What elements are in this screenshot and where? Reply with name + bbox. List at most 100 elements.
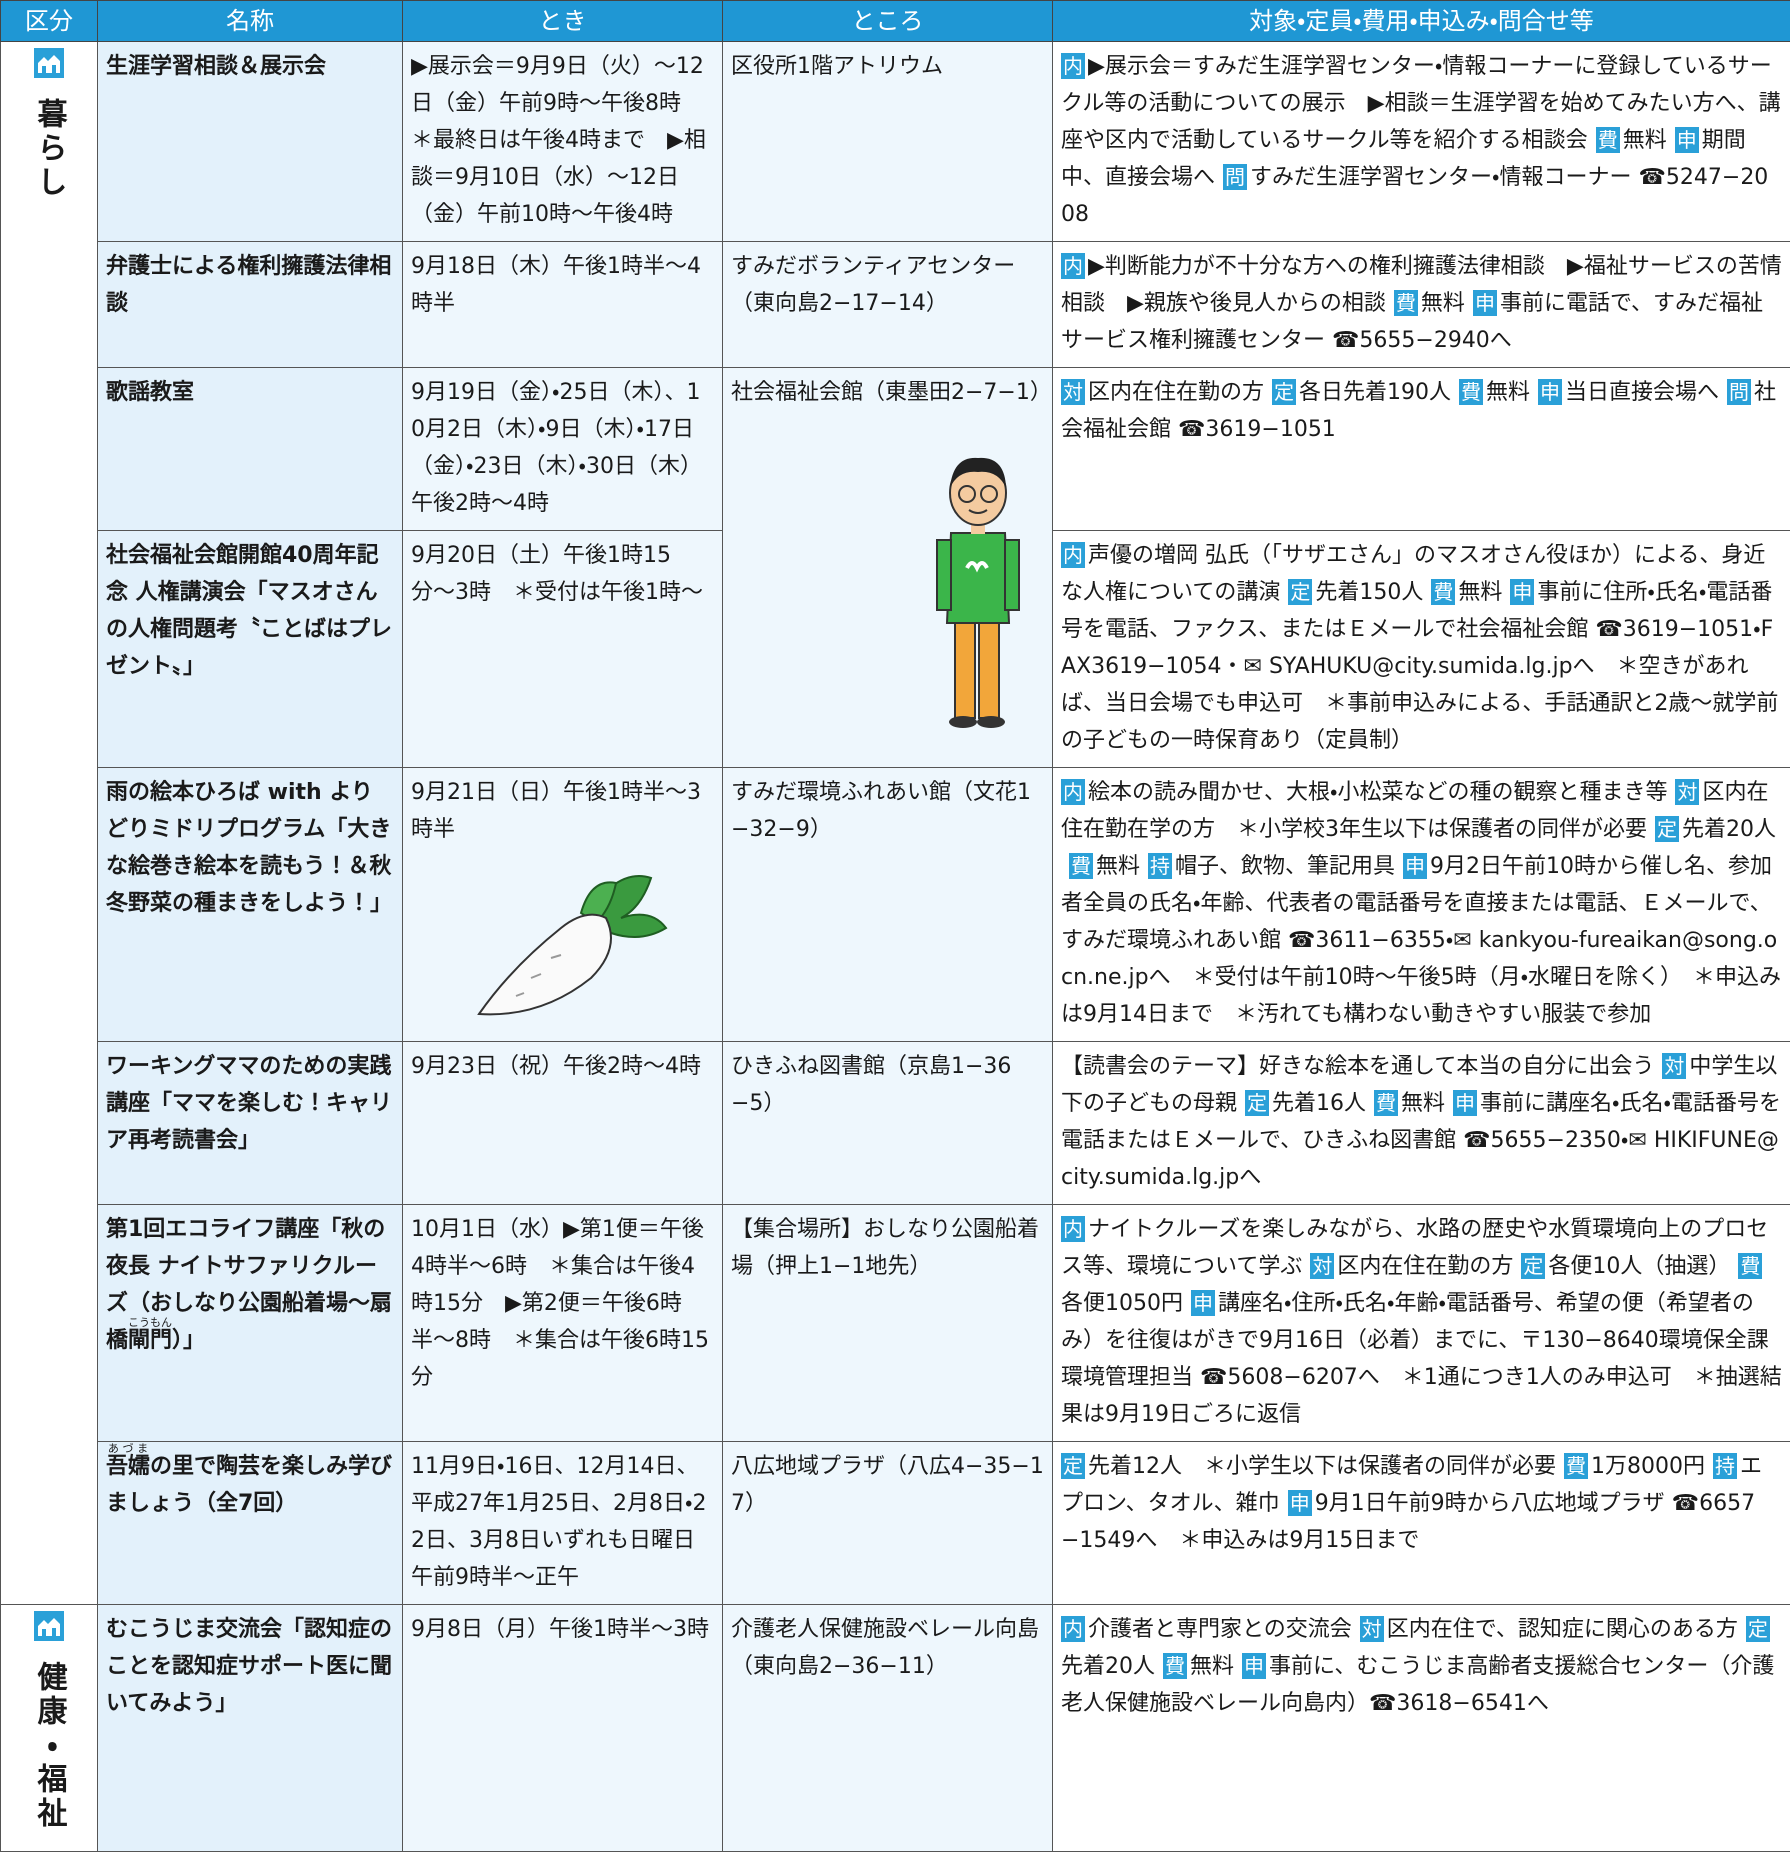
info-badge: 対 (1360, 1616, 1384, 1642)
detail-text: 先着12人 ＊小学生以下は保護者の同伴が必要 (1088, 1454, 1556, 1479)
info-badge: 対 (1662, 1053, 1686, 1079)
event-details: 内ナイトクルーズを楽しみながら、水路の歴史や水質環境向上のプロセス等、環境につい… (1053, 1205, 1790, 1442)
info-badge: 費 (1394, 290, 1418, 316)
detail-text: 介護者と専門家との交流会 (1088, 1617, 1352, 1642)
ruby-text: 閘門こうもん (128, 1328, 172, 1353)
category-label: 暮らし (31, 98, 68, 200)
info-badge: 問 (1727, 379, 1751, 405)
info-badge: 問 (1223, 164, 1247, 190)
event-row: 第1回エコライフ講座「秋の夜長 ナイトサファリクルーズ（おしなり公園船着場〜扇橋… (1, 1205, 1790, 1442)
detail-text: 無料 (1421, 291, 1465, 316)
name-part: 生涯学習相談＆展示会 (106, 54, 326, 79)
event-place: 社会福祉会館（東墨田2−7−1） (723, 368, 1053, 768)
place-text: 八広地域プラザ（八広4−35−17） (731, 1454, 1044, 1516)
detail-text: 帽子、飲物、筆記用具 (1175, 854, 1395, 879)
info-badge: 対 (1310, 1253, 1334, 1279)
info-badge: 定 (1272, 379, 1296, 405)
date-text: 9月21日（日）午後1時半〜3時半 (411, 780, 701, 842)
event-name: 吾嬬あづまの里で陶芸を楽しみ学びましょう（全7回） (98, 1442, 403, 1605)
info-badge: 定 (1521, 1253, 1545, 1279)
info-badge: 申 (1473, 290, 1497, 316)
detail-text: 1万8000円 (1591, 1454, 1705, 1479)
category-icon (34, 48, 64, 78)
event-date: 9月19日（金）・25日（木）、10月2日（木）・9日（木）・17日（金）・23… (403, 368, 723, 531)
info-badge: 費 (1163, 1653, 1187, 1679)
furigana: こうもん (128, 1316, 172, 1329)
column-header: 対象・定員・費用・申込み・問合せ等 (1053, 1, 1790, 42)
info-badge: 費 (1596, 127, 1620, 153)
event-date: 10月1日（水）▶第1便＝午後4時半〜6時 ＊集合は午後4時15分 ▶第2便＝午… (403, 1205, 723, 1442)
date-text: 10月1日（水）▶第1便＝午後4時半〜6時 ＊集合は午後4時15分 ▶第2便＝午… (411, 1217, 709, 1390)
info-badge: 内 (1061, 1616, 1085, 1642)
info-badge: 定 (1746, 1616, 1770, 1642)
name-part: 社会福祉会館開館40周年記念 人権講演会「マスオさんの人権問題考〝ことばはプレゼ… (106, 543, 392, 679)
date-text: 9月18日（木）午後1時半〜4時半 (411, 254, 701, 316)
category-cell: 健康・福祉 (1, 1605, 98, 1852)
info-badge: 費 (1431, 579, 1455, 605)
detail-text: 【読書会のテーマ】好きな絵本を通して本当の自分に出会う (1061, 1054, 1654, 1079)
place-text: 介護老人保健施設ベレール向島（東向島2−36−11） (731, 1617, 1039, 1679)
name-part: 雨の絵本ひろば with よりどりミドリプログラム「大きな絵巻き絵本を読もう！＆… (106, 780, 392, 916)
event-details: 内介護者と専門家との交流会対区内在住で、認知症に関心のある方定先着20人費無料申… (1053, 1605, 1790, 1852)
detail-text: 事前に住所・氏名・電話番号を電話、ファクス、またはＥメールで社会福祉会館 ☎36… (1061, 580, 1778, 753)
name-part: 歌謡教室 (106, 380, 194, 405)
event-date: 9月21日（日）午後1時半〜3時半 (403, 768, 723, 1042)
detail-text: 区内在住在勤の方 (1088, 380, 1264, 405)
event-name: 弁護士による権利擁護法律相談 (98, 242, 403, 368)
event-place: すみだ環境ふれあい館（文花1−32−9） (723, 768, 1053, 1042)
place-text: すみだボランティアセンター（東向島2−17−14） (731, 254, 1015, 316)
detail-text: 先着20人 (1061, 1654, 1155, 1679)
info-badge: 定 (1288, 579, 1312, 605)
date-text: 11月9日・16日、12月14日、平成27年1月25日、2月8日・22日、3月8… (411, 1454, 706, 1590)
info-badge: 内 (1061, 779, 1085, 805)
category-label: 健康・福祉 (31, 1661, 68, 1831)
detail-text: 無料 (1190, 1654, 1234, 1679)
event-place: ひきふね図書館（京島1−36−5） (723, 1042, 1053, 1205)
event-details: 内声優の増岡 弘氏（「サザエさん」のマスオさん役ほか）による、身近な人権について… (1053, 531, 1790, 768)
table-body: 暮らし 生涯学習相談＆展示会 ▶展示会＝9月9日（火）〜12日（金）午前9時〜午後8… (1, 42, 1790, 1852)
event-row: ワーキングママのための実践講座「ママを楽しむ！キャリア再考読書会」 9月23日（祝… (1, 1042, 1790, 1205)
name-part: むこうじま交流会「認知症のことを認知症サポート医に聞いてみよう」 (106, 1617, 392, 1716)
place-text: 社会福祉会館（東墨田2−7−1） (731, 380, 1052, 405)
speaker-illustration (923, 448, 1033, 733)
category-icon (34, 1611, 64, 1641)
detail-text: 絵本の読み聞かせ、大根・小松菜などの種の観察と種まき等 (1088, 780, 1667, 805)
date-text: 9月8日（月）午後1時半〜3時 (411, 1617, 709, 1642)
event-details: 対区内在住在勤の方定各日先着190人費無料申当日直接会場へ問社会福祉会館 ☎36… (1053, 368, 1790, 531)
info-badge: 申 (1675, 127, 1699, 153)
detail-text: 区内在住在勤の方 (1337, 1254, 1513, 1279)
event-date: 9月18日（木）午後1時半〜4時半 (403, 242, 723, 368)
detail-text: 先着16人 (1272, 1091, 1366, 1116)
event-date: 9月23日（祝）午後2時〜4時 (403, 1042, 723, 1205)
event-place: 区役所1階アトリウム (723, 42, 1053, 242)
place-text: 区役所1階アトリウム (731, 54, 943, 79)
date-text: 9月23日（祝）午後2時〜4時 (411, 1054, 701, 1079)
info-badge: 申 (1510, 579, 1534, 605)
event-name: 生涯学習相談＆展示会 (98, 42, 403, 242)
column-header: ところ (723, 1, 1053, 42)
category-cell: 暮らし (1, 42, 98, 1605)
event-details: 【読書会のテーマ】好きな絵本を通して本当の自分に出会う対中学生以下の子どもの母親… (1053, 1042, 1790, 1205)
name-part: ワーキングママのための実践講座「ママを楽しむ！キャリア再考読書会」 (106, 1054, 392, 1153)
info-badge: 内 (1061, 1216, 1085, 1242)
event-details: 内▶展示会＝すみだ生涯学習センター・情報コーナーに登録しているサークル等の活動に… (1053, 42, 1790, 242)
event-row: 健康・福祉 むこうじま交流会「認知症のことを認知症サポート医に聞いてみよう」 9月8… (1, 1605, 1790, 1852)
column-header: とき (403, 1, 723, 42)
event-place: 八広地域プラザ（八広4−35−17） (723, 1442, 1053, 1605)
date-text: 9月20日（土）午後1時15分〜3時 ＊受付は午後1時〜 (411, 543, 703, 605)
info-badge: 申 (1288, 1490, 1312, 1516)
column-header: 名称 (98, 1, 403, 42)
info-badge: 内 (1061, 542, 1085, 568)
event-details: 内▶判断能力が不十分な方への権利擁護法律相談 ▶福祉サービスの苦情相談 ▶親族や… (1053, 242, 1790, 368)
furigana: あづま (106, 1442, 150, 1455)
date-text: 9月19日（金）・25日（木）、10月2日（木）・9日（木）・17日（金）・23… (411, 380, 702, 516)
detail-text: 区内在住で、認知症に関心のある方 (1387, 1617, 1738, 1642)
event-date: ▶展示会＝9月9日（火）〜12日（金）午前9時〜午後8時 ＊最終日は午後4時まで… (403, 42, 723, 242)
event-name: 雨の絵本ひろば with よりどりミドリプログラム「大きな絵巻き絵本を読もう！＆… (98, 768, 403, 1042)
event-date: 11月9日・16日、12月14日、平成27年1月25日、2月8日・22日、3月8… (403, 1442, 723, 1605)
place-text: ひきふね図書館（京島1−36−5） (731, 1054, 1011, 1116)
info-badge: 定 (1655, 816, 1679, 842)
detail-text: 無料 (1623, 128, 1667, 153)
event-row: 吾嬬あづまの里で陶芸を楽しみ学びましょう（全7回）11月9日・16日、12月14… (1, 1442, 1790, 1605)
